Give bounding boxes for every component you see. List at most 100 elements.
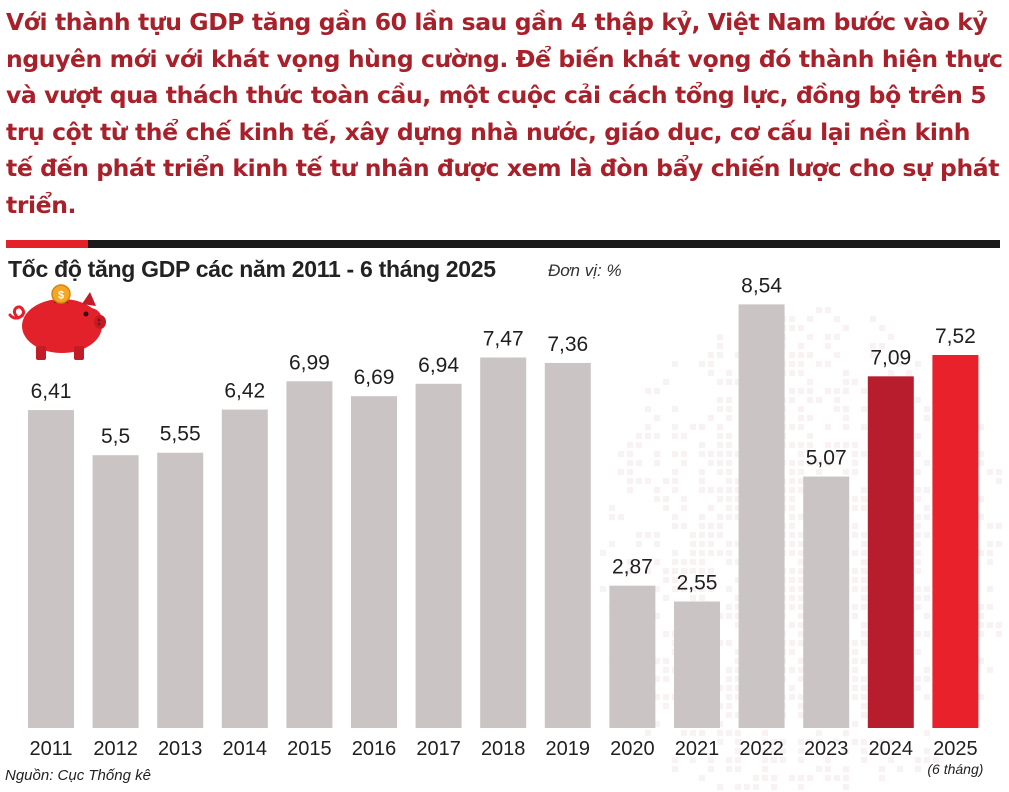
map-dot xyxy=(861,505,867,511)
map-dot xyxy=(681,559,687,565)
map-dot xyxy=(654,694,660,700)
map-dot xyxy=(627,559,633,565)
map-dot xyxy=(978,550,984,556)
map-dot xyxy=(735,379,741,385)
bar-2017 xyxy=(415,383,462,728)
map-dot xyxy=(654,541,660,547)
map-dot xyxy=(834,352,840,358)
map-dot xyxy=(672,478,678,484)
map-dot xyxy=(798,622,804,628)
map-dot xyxy=(825,460,831,466)
map-dot xyxy=(699,541,705,547)
map-dot xyxy=(996,631,1002,637)
map-dot xyxy=(672,469,678,475)
map-dot xyxy=(735,613,741,619)
map-dot xyxy=(924,757,930,763)
map-dot xyxy=(861,550,867,556)
map-dot xyxy=(924,631,930,637)
map-dot xyxy=(978,496,984,502)
map-dot xyxy=(708,568,714,574)
map-dot xyxy=(879,739,885,745)
map-dot xyxy=(708,370,714,376)
map-dot xyxy=(654,433,660,439)
unit-label: Đơn vị: % xyxy=(548,261,622,280)
map-dot xyxy=(825,424,831,430)
map-dot xyxy=(834,334,840,340)
map-dot xyxy=(699,550,705,556)
map-dot xyxy=(888,739,894,745)
map-dot xyxy=(708,415,714,421)
title-rule-red xyxy=(6,240,88,248)
map-dot xyxy=(663,631,669,637)
map-dot xyxy=(762,748,768,754)
map-dot xyxy=(717,469,723,475)
bar-2014 xyxy=(221,409,268,728)
map-dot xyxy=(699,424,705,430)
map-dot xyxy=(861,487,867,493)
map-dot xyxy=(852,685,858,691)
map-dot xyxy=(717,433,723,439)
map-dot xyxy=(852,676,858,682)
map-dot xyxy=(699,595,705,601)
map-dot xyxy=(717,550,723,556)
map-dot xyxy=(978,631,984,637)
map-dot xyxy=(654,451,660,457)
map-dot xyxy=(672,514,678,520)
map-dot xyxy=(852,649,858,655)
map-dot xyxy=(798,694,804,700)
map-dot xyxy=(726,541,732,547)
map-dot xyxy=(915,469,921,475)
map-dot xyxy=(861,640,867,646)
map-dot xyxy=(798,559,804,565)
map-dot xyxy=(807,415,813,421)
map-dot xyxy=(834,739,840,745)
map-dot xyxy=(861,757,867,763)
bar-2019 xyxy=(544,362,591,728)
map-dot xyxy=(672,577,678,583)
map-dot xyxy=(654,388,660,394)
map-dot xyxy=(618,514,624,520)
map-dot xyxy=(933,757,939,763)
map-dot xyxy=(825,388,831,394)
map-dot xyxy=(852,721,858,727)
map-dot xyxy=(708,487,714,493)
map-dot xyxy=(861,739,867,745)
map-dot xyxy=(807,775,813,781)
map-dot xyxy=(699,532,705,538)
map-dot xyxy=(771,775,777,781)
map-dot xyxy=(708,523,714,529)
map-dot xyxy=(717,451,723,457)
map-dot xyxy=(681,586,687,592)
map-dot xyxy=(924,586,930,592)
map-dot xyxy=(807,352,813,358)
map-dot xyxy=(654,658,660,664)
map-dot xyxy=(861,541,867,547)
map-dot xyxy=(717,532,723,538)
map-dot xyxy=(834,406,840,412)
map-dot xyxy=(699,559,705,565)
map-dot xyxy=(636,532,642,538)
map-dot xyxy=(924,676,930,682)
x-tick-label-2014: 2014 xyxy=(223,738,268,760)
map-dot xyxy=(888,352,894,358)
map-dot xyxy=(762,739,768,745)
map-dot xyxy=(717,406,723,412)
map-dot xyxy=(798,640,804,646)
map-dot xyxy=(870,343,876,349)
map-dot xyxy=(816,460,822,466)
map-dot xyxy=(681,577,687,583)
map-dot xyxy=(789,694,795,700)
map-dot xyxy=(789,388,795,394)
map-dot xyxy=(798,784,804,790)
map-dot xyxy=(915,586,921,592)
map-dot xyxy=(816,397,822,403)
map-dot xyxy=(843,748,849,754)
map-dot xyxy=(690,757,696,763)
map-dot xyxy=(843,406,849,412)
map-dot xyxy=(987,604,993,610)
map-dot xyxy=(915,631,921,637)
bar-value-label-2021: 2,55 xyxy=(677,572,718,595)
map-dot xyxy=(717,496,723,502)
map-dot xyxy=(978,622,984,628)
map-dot xyxy=(780,739,786,745)
